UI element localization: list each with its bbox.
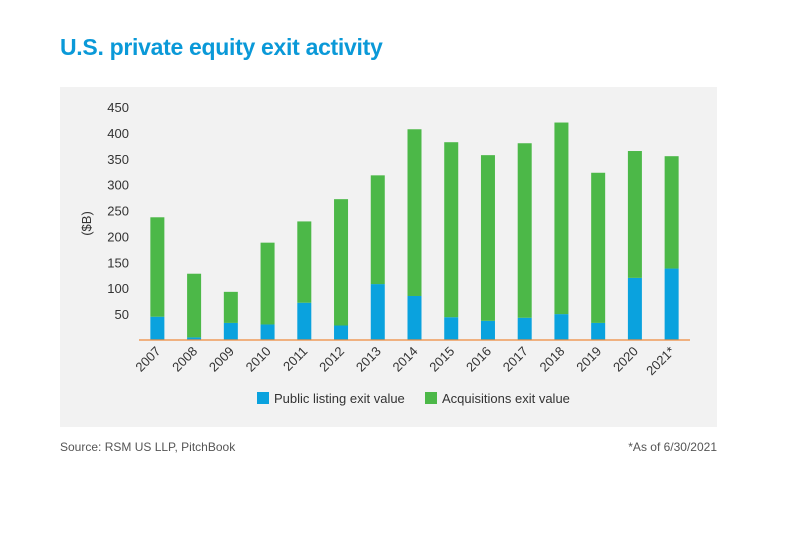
- x-tick-label: 2011: [280, 344, 310, 374]
- y-tick-label: 150: [107, 255, 129, 270]
- x-tick-label: 2013: [353, 344, 384, 375]
- y-tick-label: 350: [107, 152, 129, 167]
- legend-acquisitions-label: Acquisitions exit value: [442, 391, 570, 406]
- bar-public-listing: [554, 314, 569, 340]
- bar-public-listing: [187, 337, 202, 340]
- bar-acquisitions: [297, 221, 312, 303]
- x-tick-label: 2018: [536, 344, 567, 375]
- bar-public-listing: [444, 317, 459, 340]
- x-tick-label: 2009: [206, 344, 237, 375]
- x-tick-label: 2012: [316, 344, 347, 375]
- bar-public-listing: [407, 295, 422, 340]
- chart-title: U.S. private equity exit activity: [60, 34, 383, 60]
- bar-public-listing: [664, 268, 679, 340]
- y-tick-label: 400: [107, 126, 129, 141]
- y-tick-label: 450: [107, 100, 129, 115]
- bar-public-listing: [591, 322, 606, 340]
- x-tick-label: 2017: [500, 344, 531, 375]
- x-tick-label: 2008: [169, 344, 200, 375]
- bar-acquisitions: [223, 291, 238, 323]
- bar-acquisitions: [187, 273, 202, 338]
- y-axis-label: ($B): [79, 211, 94, 236]
- bar-public-listing: [517, 317, 532, 340]
- bar-acquisitions: [480, 155, 495, 321]
- bar-acquisitions: [334, 199, 349, 326]
- bar-public-listing: [334, 325, 349, 340]
- y-tick-label: 50: [115, 307, 129, 322]
- bar-public-listing: [260, 324, 275, 340]
- x-tick-label: 2019: [573, 344, 604, 375]
- bar-public-listing: [150, 316, 165, 340]
- bar-public-listing: [370, 284, 385, 340]
- bar-acquisitions: [370, 175, 385, 285]
- x-tick-label: 2016: [463, 344, 494, 375]
- bar-public-listing: [297, 302, 312, 340]
- bar-acquisitions: [150, 217, 165, 317]
- x-tick-label: 2007: [132, 344, 163, 375]
- legend-public-listing-label: Public listing exit value: [274, 391, 405, 406]
- x-tick-label: 2010: [243, 344, 274, 375]
- x-tick-label: 2021*: [643, 344, 678, 379]
- x-tick-label: 2020: [610, 344, 641, 375]
- bar-acquisitions: [591, 172, 606, 323]
- y-tick-label: 200: [107, 229, 129, 244]
- y-tick-label: 100: [107, 281, 129, 296]
- x-tick-label: 2015: [426, 344, 457, 375]
- bar-public-listing: [480, 320, 495, 340]
- footnote: *As of 6/30/2021: [628, 440, 717, 454]
- legend-acquisitions-swatch: [425, 392, 437, 404]
- bar-public-listing: [223, 322, 238, 340]
- bar-acquisitions: [664, 156, 679, 269]
- source-note: Source: RSM US LLP, PitchBook: [60, 440, 236, 454]
- bar-acquisitions: [554, 122, 569, 315]
- bar-acquisitions: [260, 242, 275, 325]
- chart-panel: 50 100 150 200 250 300 350 400 450 ($B) 2007 2008 20…: [60, 87, 717, 427]
- bar-acquisitions: [407, 129, 422, 296]
- y-tick-label: 250: [107, 204, 129, 219]
- bar-acquisitions: [517, 143, 532, 318]
- legend-public-listing-swatch: [257, 392, 269, 404]
- y-tick-label: 300: [107, 178, 129, 193]
- bar-acquisitions: [627, 151, 642, 278]
- x-tick-label: 2014: [390, 344, 421, 375]
- bar-public-listing: [627, 277, 642, 340]
- bar-acquisitions: [444, 142, 459, 318]
